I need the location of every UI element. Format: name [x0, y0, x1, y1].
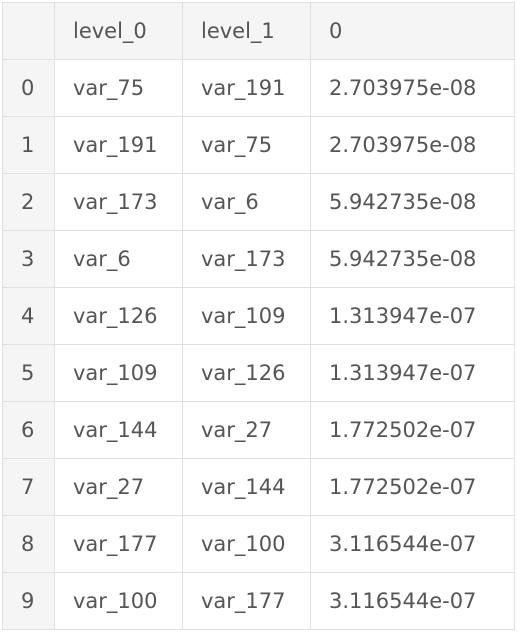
cell-value: 1.313947e-07: [310, 344, 515, 402]
row-index: 9: [2, 572, 55, 630]
column-header-level-1: level_1: [182, 2, 311, 60]
row-index: 5: [2, 344, 55, 402]
cell-level-0: var_27: [54, 458, 183, 516]
cell-level-0: var_191: [54, 116, 183, 174]
cell-level-1: var_191: [182, 59, 311, 117]
cell-value: 5.942735e-08: [310, 230, 515, 288]
cell-level-1: var_100: [182, 515, 311, 573]
row-index: 0: [2, 59, 55, 117]
cell-value: 5.942735e-08: [310, 173, 515, 231]
cell-level-0: var_109: [54, 344, 183, 402]
cell-level-1: var_6: [182, 173, 311, 231]
cell-level-1: var_177: [182, 572, 311, 630]
cell-level-1: var_75: [182, 116, 311, 174]
cell-level-0: var_177: [54, 515, 183, 573]
cell-value: 2.703975e-08: [310, 59, 515, 117]
cell-value: 3.116544e-07: [310, 515, 515, 573]
cell-level-1: var_144: [182, 458, 311, 516]
row-index: 6: [2, 401, 55, 459]
cell-value: 3.116544e-07: [310, 572, 515, 630]
cell-level-0: var_6: [54, 230, 183, 288]
cell-value: 1.772502e-07: [310, 401, 515, 459]
table-row: 5 var_109 var_126 1.313947e-07: [2, 344, 515, 402]
table-row: 3 var_6 var_173 5.942735e-08: [2, 230, 515, 288]
cell-level-0: var_100: [54, 572, 183, 630]
row-index: 4: [2, 287, 55, 345]
index-header: [2, 2, 55, 60]
cell-level-0: var_75: [54, 59, 183, 117]
row-index: 3: [2, 230, 55, 288]
row-index: 2: [2, 173, 55, 231]
row-index: 8: [2, 515, 55, 573]
cell-level-1: var_27: [182, 401, 311, 459]
row-index: 7: [2, 458, 55, 516]
table-row: 7 var_27 var_144 1.772502e-07: [2, 458, 515, 516]
table-row: 8 var_177 var_100 3.116544e-07: [2, 515, 515, 573]
column-header-level-0: level_0: [54, 2, 183, 60]
cell-level-1: var_109: [182, 287, 311, 345]
cell-level-1: var_173: [182, 230, 311, 288]
header-row: level_0 level_1 0: [2, 2, 515, 60]
row-index: 1: [2, 116, 55, 174]
table-row: 6 var_144 var_27 1.772502e-07: [2, 401, 515, 459]
cell-level-0: var_126: [54, 287, 183, 345]
table-row: 4 var_126 var_109 1.313947e-07: [2, 287, 515, 345]
table-row: 9 var_100 var_177 3.116544e-07: [2, 572, 515, 630]
cell-level-0: var_144: [54, 401, 183, 459]
cell-value: 2.703975e-08: [310, 116, 515, 174]
cell-level-1: var_126: [182, 344, 311, 402]
table-row: 0 var_75 var_191 2.703975e-08: [2, 59, 515, 117]
column-header-value: 0: [310, 2, 515, 60]
table-row: 2 var_173 var_6 5.942735e-08: [2, 173, 515, 231]
table-row: 1 var_191 var_75 2.703975e-08: [2, 116, 515, 174]
dataframe-table: level_0 level_1 0 0 var_75 var_191 2.703…: [2, 2, 515, 630]
cell-value: 1.772502e-07: [310, 458, 515, 516]
cell-level-0: var_173: [54, 173, 183, 231]
cell-value: 1.313947e-07: [310, 287, 515, 345]
